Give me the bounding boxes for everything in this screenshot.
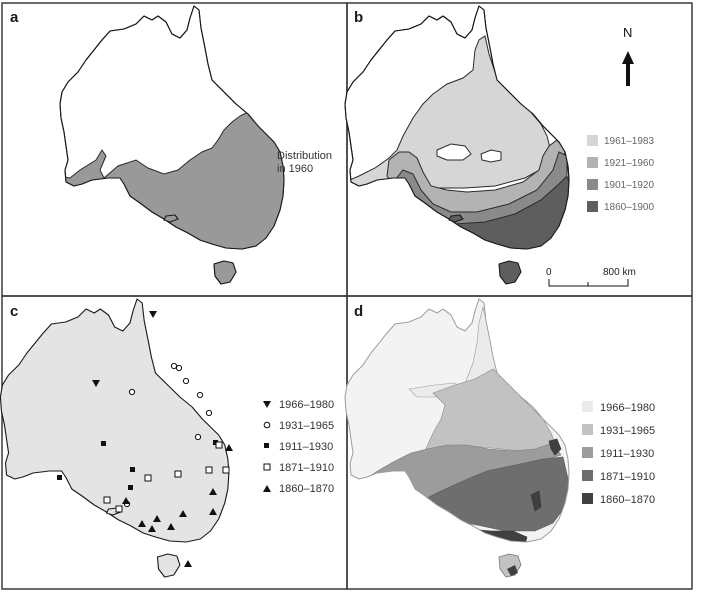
legend-d-swatch-2 xyxy=(582,447,593,458)
marker-1911-1930 xyxy=(101,441,106,446)
legend-c-marker-2 xyxy=(264,443,269,448)
marker-1860-1870 xyxy=(179,510,187,517)
marker-1966-1980 xyxy=(92,380,100,387)
legend-d-label-3: 1871–1910 xyxy=(600,471,655,483)
panel-letter-a: a xyxy=(10,9,19,26)
panel-d-map xyxy=(344,298,570,578)
marker-1871-1910 xyxy=(103,496,111,504)
marker-1860-1870 xyxy=(153,515,161,522)
tasmania-b xyxy=(498,260,522,285)
marker-1931-1965 xyxy=(196,391,204,399)
panel-d-frame xyxy=(346,295,693,590)
marker-1860-1870 xyxy=(167,523,175,530)
legend-b-label-0: 1961–1983 xyxy=(604,136,654,147)
marker-1911-1930 xyxy=(128,485,133,490)
legend-b-label-2: 1901–1920 xyxy=(604,180,654,191)
panel-c-markers xyxy=(57,311,233,567)
north-arrow: N xyxy=(622,25,634,86)
legend-a-label-line2: in 1960 xyxy=(277,163,313,175)
north-label: N xyxy=(623,25,632,40)
legend-a-swatch xyxy=(259,155,270,166)
legend-a-label-line1: Distribution xyxy=(277,150,332,162)
marker-1871-1910 xyxy=(174,470,182,478)
marker-1871-1910 xyxy=(215,441,223,449)
marker-1860-1870 xyxy=(184,560,192,567)
panel-letter-c: c xyxy=(10,303,18,320)
marker-1871-1910 xyxy=(205,466,213,474)
legend-c-label-2: 1911–1930 xyxy=(279,441,333,453)
legend-d-label-0: 1966–1980 xyxy=(600,402,655,414)
legend-c-marker-0 xyxy=(263,401,271,408)
scale-end-label: 800 km xyxy=(603,267,636,278)
legend-c-label-1: 1931–1965 xyxy=(279,420,334,432)
marker-1966-1980 xyxy=(149,311,157,318)
scale-bar: 0 800 km xyxy=(546,267,636,287)
marker-1860-1870 xyxy=(225,444,233,451)
legend-d-swatch-1 xyxy=(582,424,593,435)
panel-letter-b: b xyxy=(354,9,363,26)
legend-c-marker-4 xyxy=(263,485,271,492)
legend-d: 1966–1980 1931–1965 1911–1930 1871–1910 … xyxy=(582,401,655,506)
legend-d-swatch-4 xyxy=(582,493,593,504)
panel-b-map xyxy=(344,5,570,285)
legend-c-marker-3 xyxy=(263,463,271,471)
legend-c-marker-1 xyxy=(263,421,271,429)
legend-b-label-3: 1860–1900 xyxy=(604,202,654,213)
tasmania-distribution-a xyxy=(213,260,237,285)
panel-c-map xyxy=(0,298,230,578)
marker-1860-1870 xyxy=(209,488,217,495)
legend-d-label-1: 1931–1965 xyxy=(600,425,655,437)
legend-b-swatch-2 xyxy=(587,179,598,190)
marker-1860-1870 xyxy=(122,497,130,504)
australia-outline-c xyxy=(0,298,230,543)
marker-1871-1910 xyxy=(144,474,152,482)
marker-1931-1965 xyxy=(175,364,183,372)
legend-d-label-2: 1911–1930 xyxy=(600,448,654,460)
legend-b-label-1: 1921–1960 xyxy=(604,158,654,169)
marker-1931-1965 xyxy=(205,409,213,417)
north-arrow-icon xyxy=(622,51,634,86)
legend-d-swatch-3 xyxy=(582,470,593,481)
legend-b: 1961–1983 1921–1960 1901–1920 1860–1900 xyxy=(587,135,654,213)
lake-eyre-b xyxy=(436,143,472,161)
marker-1860-1870 xyxy=(148,525,156,532)
marker-1911-1930 xyxy=(130,467,135,472)
legend-b-swatch-1 xyxy=(587,157,598,168)
marker-1860-1870 xyxy=(138,520,146,527)
legend-c: 1966–1980 1931–1965 1911–1930 1871–1910 … xyxy=(263,399,334,495)
marker-1931-1965 xyxy=(170,362,178,370)
legend-d-swatch-0 xyxy=(582,401,593,412)
legend-b-swatch-3 xyxy=(587,201,598,212)
marker-1860-1870 xyxy=(209,508,217,515)
scale-zero-label: 0 xyxy=(546,267,552,278)
marker-1871-1910 xyxy=(222,466,230,474)
marker-1911-1930 xyxy=(57,475,62,480)
marker-1931-1965 xyxy=(182,377,190,385)
marker-1931-1965 xyxy=(128,388,136,396)
tasmania-outline-c xyxy=(156,553,181,578)
legend-c-label-0: 1966–1980 xyxy=(279,399,334,411)
marker-1871-1910 xyxy=(115,505,123,513)
tasmania-1860-1870-d xyxy=(507,565,518,576)
panel-letter-d: d xyxy=(354,303,363,320)
lake-torrens-b xyxy=(480,149,502,163)
legend-c-label-4: 1860–1870 xyxy=(279,483,334,495)
legend-d-label-4: 1860–1870 xyxy=(600,494,655,506)
marker-1931-1965 xyxy=(194,433,202,441)
legend-c-label-3: 1871–1910 xyxy=(279,462,334,474)
legend-b-swatch-0 xyxy=(587,135,598,146)
